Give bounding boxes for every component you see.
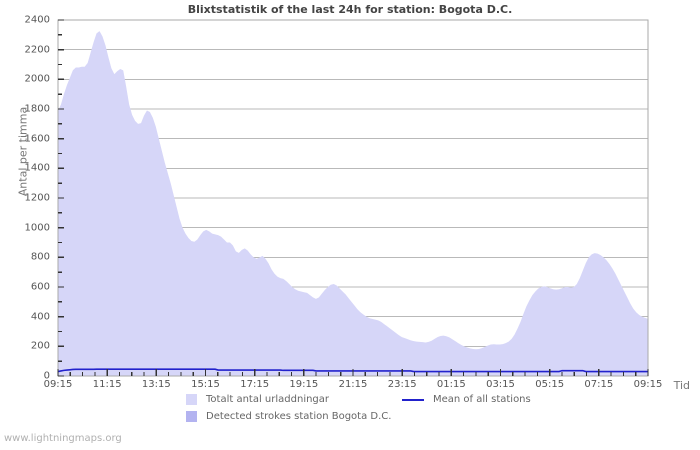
legend-swatch-mean <box>402 398 424 401</box>
x-tick-label: 17:15 <box>240 379 270 390</box>
y-tick-label: 400 <box>30 311 50 323</box>
legend-swatch-detected <box>186 411 197 422</box>
plot-area <box>57 19 649 377</box>
x-tick-label: 09:15 <box>43 379 73 390</box>
x-tick-label: 05:15 <box>535 379 565 390</box>
x-axis-ticks <box>57 369 649 376</box>
y-tick-label: 600 <box>30 281 50 293</box>
legend-swatch-total <box>186 394 197 405</box>
legend-label-mean: Mean of all stations <box>433 394 531 405</box>
legend-label-detected: Detected strokes station Bogota D.C. <box>206 411 392 422</box>
x-tick-label: 01:15 <box>436 379 466 390</box>
x-tick-label: 23:15 <box>387 379 417 390</box>
y-tick-label: 200 <box>30 340 50 352</box>
legend-item-detected: Detected strokes station Bogota D.C. <box>186 411 391 422</box>
y-tick-label: 2400 <box>24 14 50 26</box>
x-tick-label: 11:15 <box>92 379 122 390</box>
y-tick-label: 1600 <box>24 133 50 145</box>
series-areas <box>58 31 648 376</box>
y-tick-label: 1800 <box>24 103 50 115</box>
x-tick-label: 15:15 <box>191 379 220 390</box>
x-tick-label: 03:15 <box>486 379 515 390</box>
y-tick-label: 2200 <box>24 44 50 56</box>
x-tick-label: 07:15 <box>584 379 614 390</box>
x-tick-label: 09:15 <box>633 379 663 390</box>
y-axis-ticks <box>58 19 64 377</box>
chart-legend: Totalt antal urladdningar Detected strok… <box>0 393 700 427</box>
legend-item-total: Totalt antal urladdningar <box>186 394 329 405</box>
y-tick-label: 0 <box>43 370 50 382</box>
watermark: www.lightningmaps.org <box>4 433 122 444</box>
x-tick-label: 21:15 <box>338 379 368 390</box>
legend-item-mean: Mean of all stations <box>402 394 531 405</box>
x-axis-label: Tid <box>673 379 690 392</box>
y-tick-label: 2000 <box>24 73 50 85</box>
y-tick-label: 800 <box>30 251 50 263</box>
legend-label-total: Totalt antal urladdningar <box>206 394 330 405</box>
x-tick-label: 13:15 <box>141 379 171 390</box>
area-series-0 <box>58 31 648 376</box>
y-tick-label: 1400 <box>24 162 50 174</box>
chart-title: Blixtstatistik of the last 24h for stati… <box>187 3 513 16</box>
x-tick-label: 19:15 <box>289 379 319 390</box>
y-tick-label: 1000 <box>24 222 50 234</box>
y-tick-label: 1200 <box>24 192 50 204</box>
